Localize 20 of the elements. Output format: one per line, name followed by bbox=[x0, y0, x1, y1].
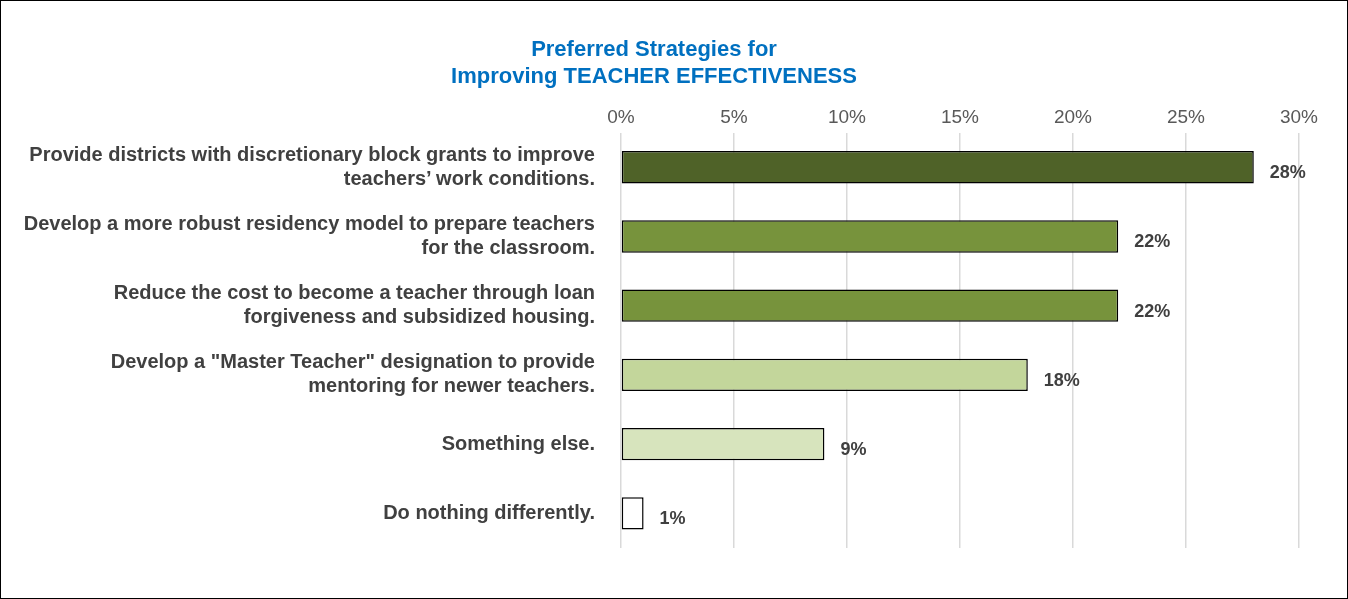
y-tick-label: Reduce the cost to become a teacher through loan forgiveness and subsidized housing. bbox=[113, 281, 595, 328]
y-tick-label: Do nothing differently. bbox=[383, 500, 595, 523]
data-label: 9% bbox=[840, 439, 867, 460]
x-tick-label: 0% bbox=[607, 106, 635, 128]
y-tick-label: Provide districts with discretionary block grants to improve teachers’ work conditions. bbox=[29, 142, 595, 189]
data-label: 28% bbox=[1269, 162, 1306, 183]
x-tick-label: 20% bbox=[1053, 106, 1093, 128]
data-label: 22% bbox=[1134, 231, 1171, 252]
x-tick-label: 10% bbox=[827, 106, 867, 128]
x-tick-label: 25% bbox=[1166, 106, 1206, 128]
data-label: 18% bbox=[1043, 369, 1080, 390]
data-label: 22% bbox=[1134, 300, 1171, 321]
data-label: 1% bbox=[659, 508, 686, 529]
x-tick-label: 15% bbox=[940, 106, 980, 128]
y-tick-label: Develop a "Master Teacher" designation to provide mentoring for newer teachers. bbox=[110, 350, 595, 397]
chart-title: Preferred Strategies for Improving TEACHER EFFECTIVENESS bbox=[451, 36, 857, 88]
y-tick-label: Develop a more robust residency model to prepare teachers for the classroom. bbox=[23, 211, 595, 258]
x-tick-label: 5% bbox=[720, 106, 748, 128]
y-tick-label: Something else. bbox=[441, 431, 595, 454]
x-tick-label: 30% bbox=[1279, 106, 1319, 128]
